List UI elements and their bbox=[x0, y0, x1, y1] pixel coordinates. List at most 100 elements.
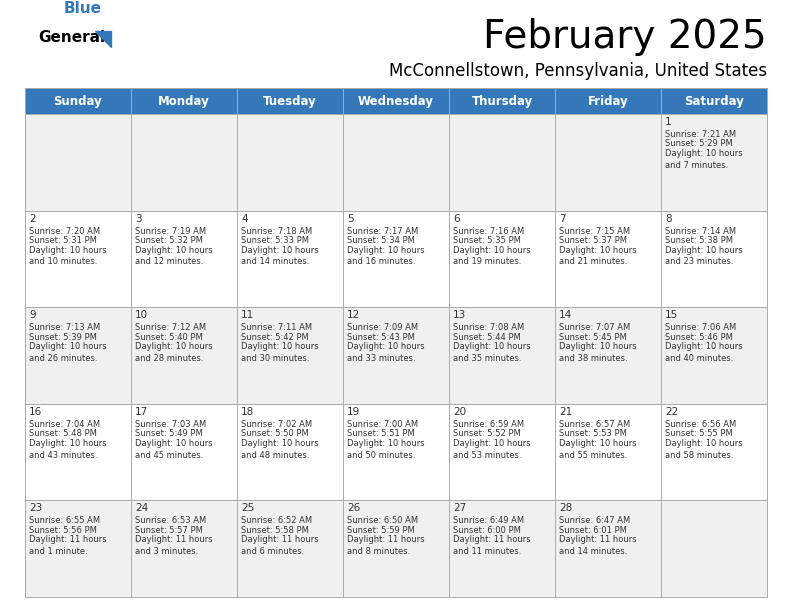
Text: Sunrise: 7:00 AM: Sunrise: 7:00 AM bbox=[347, 420, 418, 429]
Text: 17: 17 bbox=[135, 407, 148, 417]
Text: Sunset: 5:45 PM: Sunset: 5:45 PM bbox=[559, 333, 626, 341]
FancyBboxPatch shape bbox=[25, 114, 767, 211]
Text: Sunset: 5:59 PM: Sunset: 5:59 PM bbox=[347, 526, 415, 535]
Text: Sunrise: 6:50 AM: Sunrise: 6:50 AM bbox=[347, 517, 418, 525]
Text: Sunrise: 7:02 AM: Sunrise: 7:02 AM bbox=[241, 420, 312, 429]
Text: Sunrise: 6:57 AM: Sunrise: 6:57 AM bbox=[559, 420, 630, 429]
Text: Friday: Friday bbox=[588, 94, 628, 108]
Text: Sunrise: 6:55 AM: Sunrise: 6:55 AM bbox=[29, 517, 100, 525]
Text: Sunrise: 7:09 AM: Sunrise: 7:09 AM bbox=[347, 323, 418, 332]
Text: Sunrise: 7:19 AM: Sunrise: 7:19 AM bbox=[135, 226, 206, 236]
Text: McConnellstown, Pennsylvania, United States: McConnellstown, Pennsylvania, United Sta… bbox=[389, 62, 767, 80]
Text: Sunset: 5:53 PM: Sunset: 5:53 PM bbox=[559, 429, 627, 438]
Text: Daylight: 10 hours
and 33 minutes.: Daylight: 10 hours and 33 minutes. bbox=[347, 342, 425, 363]
Text: Sunset: 5:42 PM: Sunset: 5:42 PM bbox=[241, 333, 309, 341]
Text: Daylight: 11 hours
and 14 minutes.: Daylight: 11 hours and 14 minutes. bbox=[559, 536, 637, 556]
Text: Sunset: 5:43 PM: Sunset: 5:43 PM bbox=[347, 333, 415, 341]
Text: Sunset: 5:31 PM: Sunset: 5:31 PM bbox=[29, 236, 97, 245]
Text: Sunset: 6:00 PM: Sunset: 6:00 PM bbox=[453, 526, 521, 535]
Text: 25: 25 bbox=[241, 504, 254, 513]
Text: 2: 2 bbox=[29, 214, 36, 223]
Text: Monday: Monday bbox=[158, 94, 210, 108]
Text: 23: 23 bbox=[29, 504, 42, 513]
Text: 12: 12 bbox=[347, 310, 360, 320]
Text: Daylight: 10 hours
and 10 minutes.: Daylight: 10 hours and 10 minutes. bbox=[29, 245, 107, 266]
Text: Sunset: 5:51 PM: Sunset: 5:51 PM bbox=[347, 429, 415, 438]
Text: Sunrise: 6:47 AM: Sunrise: 6:47 AM bbox=[559, 517, 630, 525]
Text: Sunrise: 7:07 AM: Sunrise: 7:07 AM bbox=[559, 323, 630, 332]
Text: 4: 4 bbox=[241, 214, 248, 223]
Text: 18: 18 bbox=[241, 407, 254, 417]
Text: Daylight: 11 hours
and 3 minutes.: Daylight: 11 hours and 3 minutes. bbox=[135, 536, 212, 556]
Text: Daylight: 10 hours
and 30 minutes.: Daylight: 10 hours and 30 minutes. bbox=[241, 342, 318, 363]
Text: Daylight: 10 hours
and 45 minutes.: Daylight: 10 hours and 45 minutes. bbox=[135, 439, 212, 460]
Text: Sunrise: 7:04 AM: Sunrise: 7:04 AM bbox=[29, 420, 100, 429]
Text: 13: 13 bbox=[453, 310, 466, 320]
Text: Sunrise: 7:18 AM: Sunrise: 7:18 AM bbox=[241, 226, 312, 236]
Text: Sunrise: 7:12 AM: Sunrise: 7:12 AM bbox=[135, 323, 206, 332]
Text: 21: 21 bbox=[559, 407, 573, 417]
Text: Daylight: 10 hours
and 7 minutes.: Daylight: 10 hours and 7 minutes. bbox=[665, 149, 743, 170]
Text: 28: 28 bbox=[559, 504, 573, 513]
Text: 6: 6 bbox=[453, 214, 459, 223]
FancyBboxPatch shape bbox=[25, 501, 767, 597]
Text: Daylight: 10 hours
and 53 minutes.: Daylight: 10 hours and 53 minutes. bbox=[453, 439, 531, 460]
Text: 15: 15 bbox=[665, 310, 678, 320]
Text: 9: 9 bbox=[29, 310, 36, 320]
Text: Sunrise: 7:03 AM: Sunrise: 7:03 AM bbox=[135, 420, 206, 429]
Text: Saturday: Saturday bbox=[684, 94, 744, 108]
Text: Daylight: 11 hours
and 11 minutes.: Daylight: 11 hours and 11 minutes. bbox=[453, 536, 531, 556]
Text: Sunset: 5:32 PM: Sunset: 5:32 PM bbox=[135, 236, 203, 245]
Text: Sunset: 5:48 PM: Sunset: 5:48 PM bbox=[29, 429, 97, 438]
Text: Daylight: 10 hours
and 38 minutes.: Daylight: 10 hours and 38 minutes. bbox=[559, 342, 637, 363]
Text: 3: 3 bbox=[135, 214, 142, 223]
Text: Sunset: 5:58 PM: Sunset: 5:58 PM bbox=[241, 526, 309, 535]
Text: 16: 16 bbox=[29, 407, 42, 417]
Text: Sunset: 5:50 PM: Sunset: 5:50 PM bbox=[241, 429, 309, 438]
Text: Daylight: 11 hours
and 8 minutes.: Daylight: 11 hours and 8 minutes. bbox=[347, 536, 425, 556]
Text: Sunset: 5:56 PM: Sunset: 5:56 PM bbox=[29, 526, 97, 535]
Text: Sunset: 5:37 PM: Sunset: 5:37 PM bbox=[559, 236, 627, 245]
Text: Sunset: 5:33 PM: Sunset: 5:33 PM bbox=[241, 236, 309, 245]
Text: Sunrise: 6:59 AM: Sunrise: 6:59 AM bbox=[453, 420, 524, 429]
Polygon shape bbox=[95, 31, 111, 47]
Text: Thursday: Thursday bbox=[471, 94, 533, 108]
Text: Sunrise: 7:20 AM: Sunrise: 7:20 AM bbox=[29, 226, 100, 236]
Text: Sunset: 5:39 PM: Sunset: 5:39 PM bbox=[29, 333, 97, 341]
Text: Sunset: 5:49 PM: Sunset: 5:49 PM bbox=[135, 429, 203, 438]
FancyBboxPatch shape bbox=[25, 404, 767, 501]
Text: 14: 14 bbox=[559, 310, 573, 320]
Text: Sunset: 5:44 PM: Sunset: 5:44 PM bbox=[453, 333, 521, 341]
Text: Sunrise: 6:49 AM: Sunrise: 6:49 AM bbox=[453, 517, 524, 525]
Text: Sunset: 5:35 PM: Sunset: 5:35 PM bbox=[453, 236, 521, 245]
FancyBboxPatch shape bbox=[25, 211, 767, 307]
Text: 24: 24 bbox=[135, 504, 148, 513]
Text: Daylight: 11 hours
and 1 minute.: Daylight: 11 hours and 1 minute. bbox=[29, 536, 107, 556]
Text: Sunrise: 7:17 AM: Sunrise: 7:17 AM bbox=[347, 226, 418, 236]
Text: 27: 27 bbox=[453, 504, 466, 513]
Text: Daylight: 10 hours
and 58 minutes.: Daylight: 10 hours and 58 minutes. bbox=[665, 439, 743, 460]
Text: Sunset: 5:29 PM: Sunset: 5:29 PM bbox=[665, 140, 733, 149]
Text: 20: 20 bbox=[453, 407, 466, 417]
Text: Sunrise: 6:56 AM: Sunrise: 6:56 AM bbox=[665, 420, 737, 429]
Text: Daylight: 10 hours
and 35 minutes.: Daylight: 10 hours and 35 minutes. bbox=[453, 342, 531, 363]
Text: Sunset: 6:01 PM: Sunset: 6:01 PM bbox=[559, 526, 627, 535]
Text: Sunset: 5:52 PM: Sunset: 5:52 PM bbox=[453, 429, 521, 438]
Text: Daylight: 10 hours
and 28 minutes.: Daylight: 10 hours and 28 minutes. bbox=[135, 342, 212, 363]
Text: Tuesday: Tuesday bbox=[263, 94, 317, 108]
Text: Sunset: 5:55 PM: Sunset: 5:55 PM bbox=[665, 429, 733, 438]
Text: Sunrise: 7:14 AM: Sunrise: 7:14 AM bbox=[665, 226, 736, 236]
Text: Sunrise: 7:06 AM: Sunrise: 7:06 AM bbox=[665, 323, 737, 332]
Text: Sunday: Sunday bbox=[54, 94, 102, 108]
Text: Sunset: 5:46 PM: Sunset: 5:46 PM bbox=[665, 333, 733, 341]
Text: 1: 1 bbox=[665, 117, 672, 127]
Text: Daylight: 11 hours
and 6 minutes.: Daylight: 11 hours and 6 minutes. bbox=[241, 536, 318, 556]
Text: Daylight: 10 hours
and 48 minutes.: Daylight: 10 hours and 48 minutes. bbox=[241, 439, 318, 460]
Text: Daylight: 10 hours
and 55 minutes.: Daylight: 10 hours and 55 minutes. bbox=[559, 439, 637, 460]
Text: Sunrise: 7:16 AM: Sunrise: 7:16 AM bbox=[453, 226, 524, 236]
Text: Sunrise: 7:13 AM: Sunrise: 7:13 AM bbox=[29, 323, 101, 332]
Text: Wednesday: Wednesday bbox=[358, 94, 434, 108]
FancyBboxPatch shape bbox=[25, 88, 767, 114]
Text: 10: 10 bbox=[135, 310, 148, 320]
Text: Daylight: 10 hours
and 43 minutes.: Daylight: 10 hours and 43 minutes. bbox=[29, 439, 107, 460]
